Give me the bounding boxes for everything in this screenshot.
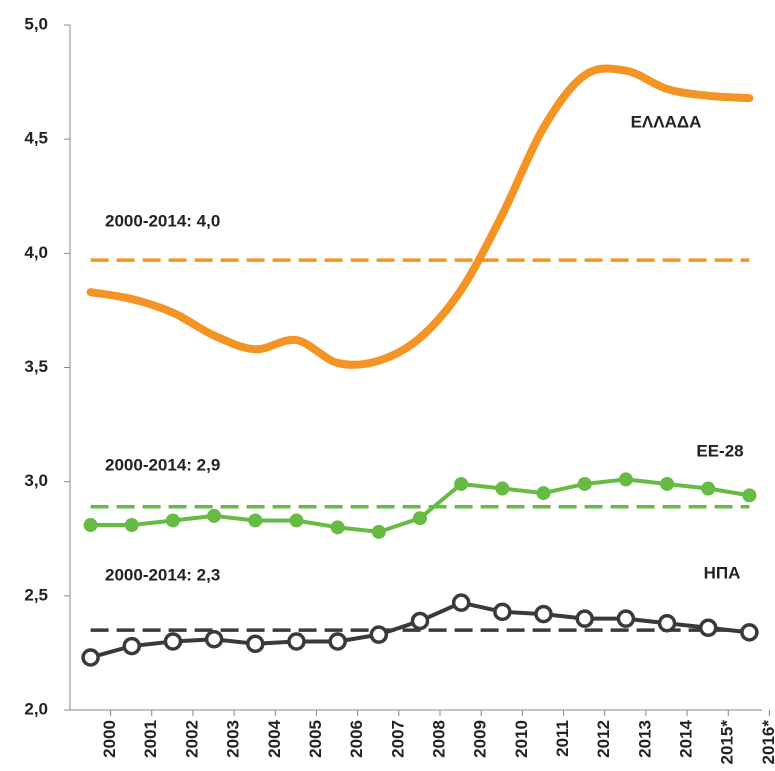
data-point (454, 476, 469, 491)
y-tick-label: 3,0 (24, 471, 48, 490)
y-tick-label: 2,5 (24, 585, 48, 604)
x-tick-label: 2003 (224, 720, 243, 758)
data-point (204, 629, 224, 649)
x-tick-label: 2001 (141, 720, 160, 758)
x-tick-label: 2008 (429, 720, 448, 758)
x-tick-label: 2002 (182, 720, 201, 758)
data-point (575, 609, 594, 628)
data-point (536, 486, 551, 501)
series-label: ΕΛΛΑΔΑ (631, 112, 702, 131)
data-point (657, 613, 677, 633)
data-point (742, 488, 757, 503)
x-tick-label: 2007 (388, 720, 407, 758)
y-tick-label: 4,0 (24, 243, 48, 262)
x-tick-label: 2005 (306, 720, 325, 758)
data-point (289, 513, 304, 528)
data-point (740, 623, 759, 642)
data-point (577, 476, 592, 491)
data-point (81, 648, 100, 667)
data-point (495, 481, 510, 496)
data-point (83, 518, 98, 533)
x-tick-label: 2010 (512, 720, 531, 758)
series-line (86, 64, 754, 369)
data-point (287, 632, 306, 651)
data-point (616, 609, 636, 628)
x-tick-label: 2013 (635, 720, 654, 758)
x-tick-label: 2011 (553, 720, 572, 757)
data-point (328, 632, 347, 651)
y-tick-label: 2,0 (24, 699, 48, 718)
data-point (246, 634, 265, 654)
data-point (122, 636, 142, 656)
data-point (330, 520, 345, 535)
y-tick-label: 5,0 (24, 14, 48, 33)
mean-label: 2000-2014: 2,9 (105, 455, 220, 474)
mean-label: 2000-2014: 4,0 (105, 211, 220, 230)
data-point (371, 524, 386, 539)
x-tick-label: 2015* (718, 720, 737, 765)
x-tick-label: 2012 (594, 720, 613, 758)
data-point (451, 593, 471, 612)
data-point (124, 518, 139, 533)
x-tick-label: 2014 (677, 719, 696, 757)
data-point (163, 632, 183, 651)
data-point (701, 481, 716, 496)
mean-label: 2000-2014: 2,3 (105, 565, 220, 584)
x-tick-label: 2006 (347, 720, 366, 758)
y-tick-label: 3,5 (24, 357, 48, 376)
data-point (207, 508, 222, 523)
data-point (698, 618, 718, 638)
x-tick-label: 2004 (265, 719, 284, 757)
data-point (410, 611, 430, 631)
x-tick-label: 2016* (759, 720, 775, 765)
data-point (534, 604, 553, 624)
data-point (248, 513, 263, 528)
data-point (618, 472, 633, 487)
series-label: ΕΕ-28 (696, 441, 743, 460)
data-point (493, 602, 512, 622)
series-label: ΗΠΑ (704, 563, 741, 582)
y-tick-label: 4,5 (24, 129, 48, 148)
data-point (369, 625, 389, 644)
x-tick-label: 2009 (471, 720, 490, 758)
data-point (660, 476, 675, 491)
data-point (413, 511, 427, 526)
data-point (165, 513, 180, 528)
x-tick-label: 2000 (100, 720, 119, 758)
